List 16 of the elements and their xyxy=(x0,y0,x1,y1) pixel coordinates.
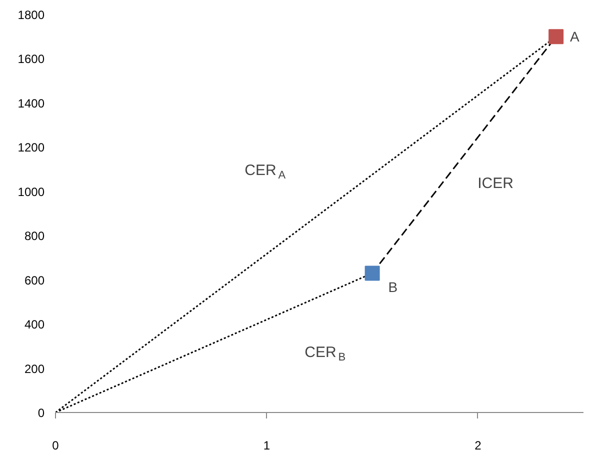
series-label: B xyxy=(388,279,398,296)
x-tick-label: 0 xyxy=(52,438,60,452)
annotation: ICER xyxy=(478,175,514,192)
y-tick-label: 400 xyxy=(24,318,45,332)
y-tick-label: 200 xyxy=(24,362,45,376)
y-tick-label: 800 xyxy=(24,229,45,244)
y-tick-label: 1400 xyxy=(18,96,45,110)
y-tick-label: 600 xyxy=(24,273,45,288)
y-tick-label: 1000 xyxy=(18,184,45,199)
y-tick-label: 1600 xyxy=(18,52,45,66)
y-tick-label: 0 xyxy=(38,406,45,420)
x-tick-label: 1 xyxy=(263,438,270,452)
series-label: A xyxy=(570,28,580,45)
x-tick-label: 2 xyxy=(474,438,482,452)
y-tick-label: 1800 xyxy=(18,8,45,22)
y-tick-label: 1200 xyxy=(18,140,45,155)
